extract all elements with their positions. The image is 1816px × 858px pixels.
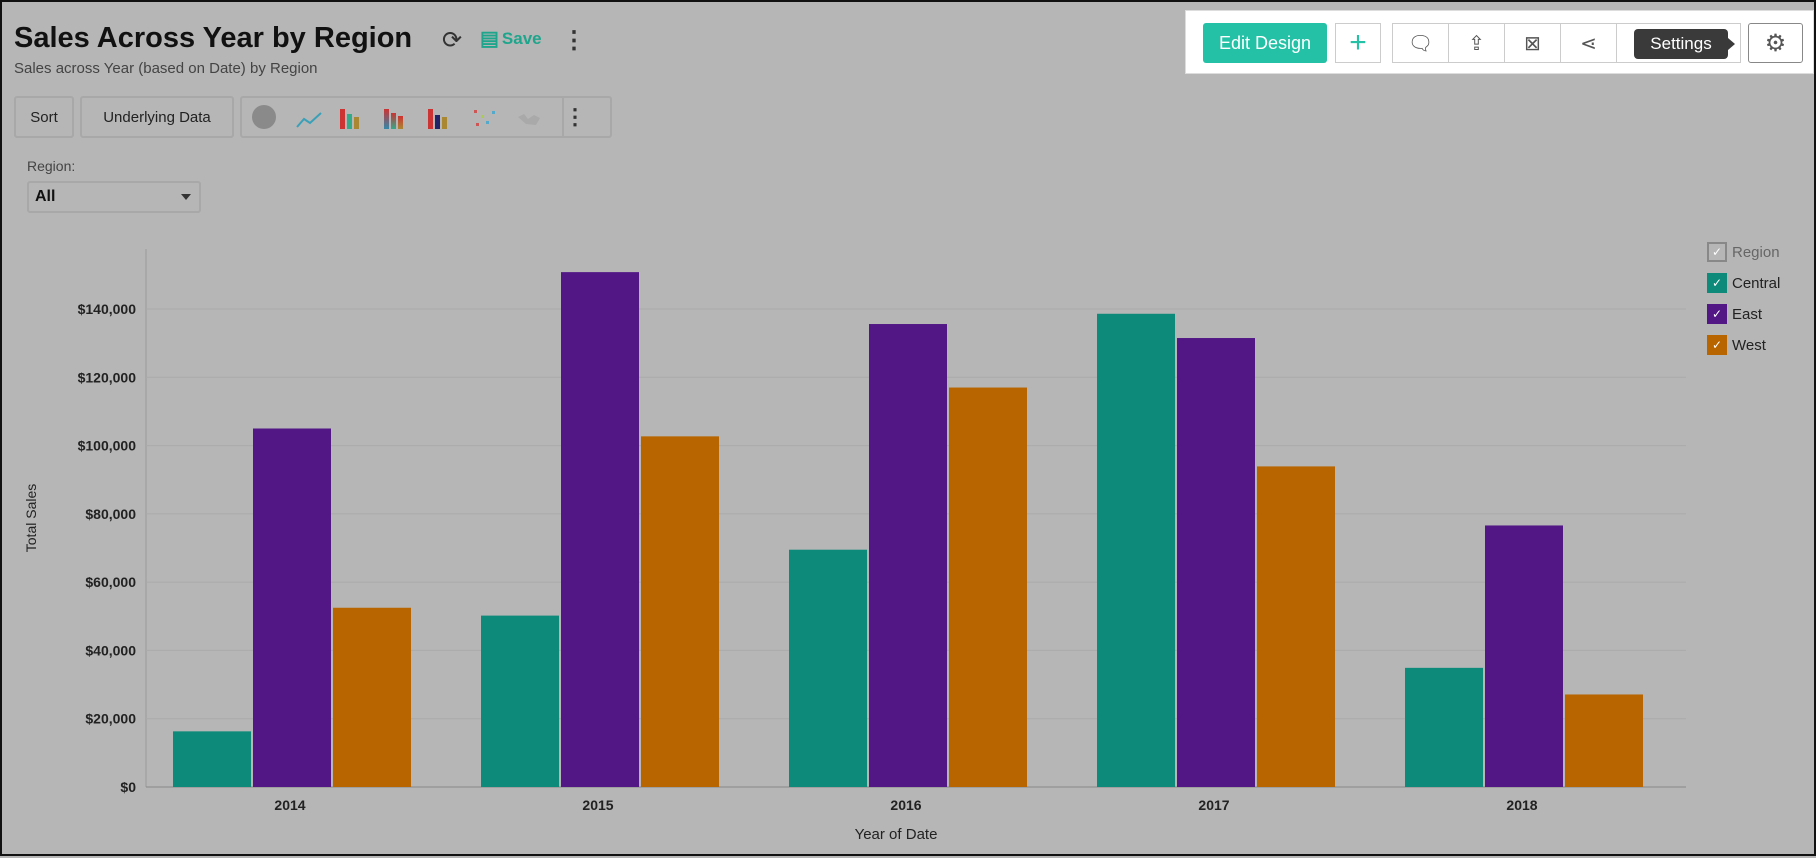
stacked-bar-chart-icon[interactable]: [384, 105, 410, 129]
legend-item-east[interactable]: ✓ East: [1707, 304, 1762, 324]
share-icon[interactable]: ⋖: [1560, 23, 1617, 63]
bar-west-2018: [1565, 694, 1643, 787]
x-tick-label: 2016: [890, 797, 921, 813]
y-tick-label: $0: [120, 779, 136, 795]
region-filter-value: All: [35, 188, 56, 205]
pie-chart-icon[interactable]: [252, 105, 278, 129]
bar-central-2014: [173, 731, 251, 787]
y-tick-label: $120,000: [78, 369, 137, 385]
bar-east-2017: [1177, 338, 1255, 787]
legend-label: East: [1732, 305, 1763, 323]
bar-east-2016: [869, 324, 947, 787]
action-panel: Edit Design + 🗨 ⇪ ⊠ ⋖ Settings ⚙: [1185, 10, 1814, 74]
combo-chart-icon[interactable]: [428, 105, 454, 129]
y-tick-label: $40,000: [85, 642, 136, 658]
chart-type-bar: ⋮: [240, 96, 612, 138]
region-filter-label: Region:: [27, 158, 76, 174]
x-axis-title: Year of Date: [855, 826, 938, 843]
add-icon[interactable]: +: [1335, 23, 1381, 63]
checkbox-icon[interactable]: ✓: [1707, 304, 1727, 324]
bar-central-2016: [789, 549, 867, 787]
page-subtitle: Sales across Year (based on Date) by Reg…: [14, 60, 318, 77]
y-tick-label: $60,000: [85, 574, 136, 590]
legend-item-central[interactable]: ✓ Central: [1707, 273, 1780, 293]
settings-icon[interactable]: ⚙: [1748, 23, 1803, 63]
bar-central-2018: [1405, 667, 1483, 787]
x-tick-label: 2017: [1198, 797, 1229, 813]
more-options-icon[interactable]: ⋮: [562, 27, 586, 54]
bar-chart-icon[interactable]: [340, 105, 366, 129]
bar-west-2014: [333, 607, 411, 787]
edit-design-button[interactable]: Edit Design: [1203, 23, 1327, 63]
bar-central-2015: [481, 615, 559, 787]
chevron-down-icon: [181, 194, 191, 205]
bar-east-2015: [561, 272, 639, 787]
refresh-icon[interactable]: ⟳: [442, 27, 463, 54]
bar-west-2017: [1257, 466, 1335, 787]
email-icon[interactable]: ⊠: [1504, 23, 1561, 63]
checkbox-icon[interactable]: ✓: [1707, 273, 1727, 293]
save-button[interactable]: ▤ Save: [480, 26, 542, 51]
legend-label: West: [1732, 336, 1766, 354]
save-icon: ▤: [480, 28, 499, 50]
x-tick-label: 2014: [274, 797, 305, 813]
bar-west-2016: [949, 387, 1027, 787]
save-label: Save: [501, 28, 542, 48]
y-tick-label: $20,000: [85, 711, 136, 727]
x-tick-label: 2018: [1506, 797, 1537, 813]
y-axis-title: Total Sales: [23, 484, 39, 552]
y-tick-label: $80,000: [85, 506, 136, 522]
region-filter-select[interactable]: All: [27, 181, 201, 213]
comment-icon[interactable]: 🗨: [1392, 23, 1449, 63]
line-chart-icon[interactable]: [296, 105, 322, 129]
y-tick-label: $100,000: [78, 438, 137, 454]
bar-east-2014: [253, 428, 331, 787]
legend-title[interactable]: ✓ Region: [1707, 242, 1780, 262]
more-chart-types-icon[interactable]: ⋮: [562, 98, 586, 136]
y-tick-label: $140,000: [78, 301, 137, 317]
export-icon[interactable]: ⇪: [1448, 23, 1505, 63]
page-title: Sales Across Year by Region: [14, 22, 413, 54]
settings-tooltip: Settings: [1634, 29, 1735, 59]
bar-central-2017: [1097, 313, 1175, 787]
bar-east-2018: [1485, 525, 1563, 787]
checkbox-icon[interactable]: ✓: [1707, 335, 1727, 355]
map-chart-icon[interactable]: [516, 105, 542, 129]
bar-west-2015: [641, 436, 719, 787]
legend-label: Central: [1732, 274, 1781, 292]
underlying-data-button[interactable]: Underlying Data: [80, 96, 234, 138]
legend-label: Region: [1732, 243, 1780, 261]
scatter-chart-icon[interactable]: [472, 105, 498, 129]
x-tick-label: 2015: [582, 797, 613, 813]
legend-item-west[interactable]: ✓ West: [1707, 335, 1766, 355]
checkbox-icon[interactable]: ✓: [1707, 242, 1727, 262]
sort-button[interactable]: Sort: [14, 96, 74, 138]
